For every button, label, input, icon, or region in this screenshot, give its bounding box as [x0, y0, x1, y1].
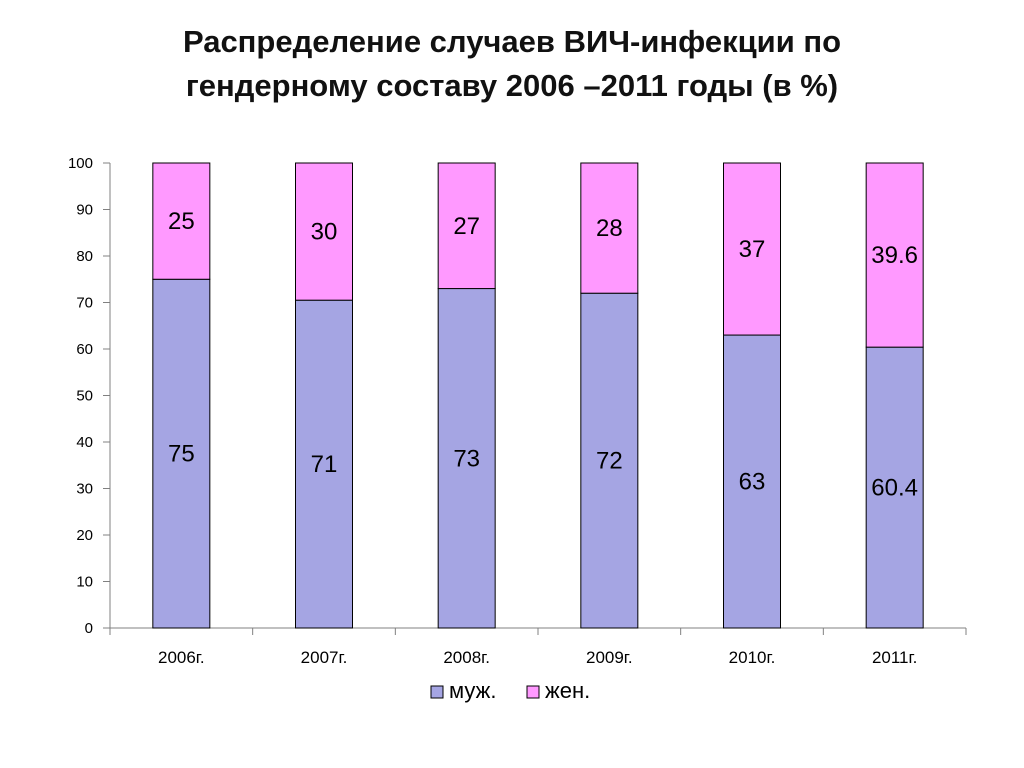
x-tick-label: 2009г.: [586, 648, 633, 667]
data-label-male: 71: [311, 451, 338, 478]
data-label-female: 28: [596, 215, 623, 242]
bar-segment-female: [723, 162, 781, 336]
data-label-male: 60.4: [871, 475, 918, 502]
data-label-female: 30: [311, 219, 338, 246]
y-tick-label: 100: [68, 155, 93, 172]
bar-segment-female: [295, 162, 353, 301]
legend-swatch-female: [526, 685, 540, 699]
y-tick-label: 10: [76, 574, 93, 591]
x-tick-label: 2007г.: [301, 648, 348, 667]
y-axis: 0 10 20 30 40 50 60 70 80 90 100: [68, 155, 111, 637]
data-label-female: 25: [168, 208, 195, 235]
y-tick-label: 80: [76, 248, 93, 265]
data-label-female: 37: [739, 236, 766, 263]
x-axis: 2006г. 2007г. 2008г. 2009г. 2010г. 2011г.: [109, 627, 967, 667]
bar-segment-male: [295, 299, 353, 629]
y-tick-label: 50: [76, 388, 93, 405]
bar-segment-male: [437, 288, 496, 629]
chart-title: Распределение случаев ВИЧ-инфекции по ге…: [0, 20, 1024, 108]
data-label-male: 75: [168, 441, 195, 468]
bar-segment-male: [152, 278, 211, 629]
data-label-female: 27: [453, 213, 480, 240]
bars: 75 25 71 30 73 27 72 28 63 37 60.4 39.6: [152, 162, 924, 629]
y-tick-label: 0: [85, 620, 93, 637]
x-tick-label: 2008г.: [443, 648, 490, 667]
y-tick-label: 70: [76, 295, 93, 312]
legend-swatch-male: [430, 685, 444, 699]
bar-segment-female: [437, 162, 496, 290]
y-tick-label: 90: [76, 202, 93, 219]
legend-label-female: жен.: [545, 678, 590, 703]
y-tick-label: 60: [76, 341, 93, 358]
bar-segment-male: [865, 346, 924, 629]
chart-title-line-1: Распределение случаев ВИЧ-инфекции по: [182, 24, 842, 59]
y-tick-label: 20: [76, 527, 93, 544]
chart-title-line-2: гендерному составу 2006 –2011 годы (в %): [185, 68, 839, 103]
data-label-male: 63: [739, 469, 766, 496]
x-tick-label: 2006г.: [158, 648, 205, 667]
data-label-female: 39.6: [871, 242, 918, 269]
data-label-male: 73: [453, 445, 480, 472]
legend-label-male: муж.: [449, 678, 496, 703]
bar-segment-male: [723, 334, 781, 629]
bar-segment-female: [152, 162, 211, 280]
x-tick-label: 2010г.: [729, 648, 776, 667]
bar-segment-female: [580, 162, 639, 294]
y-tick-label: 30: [76, 481, 93, 498]
bar-segment-male: [580, 292, 639, 629]
y-tick-label: 40: [76, 434, 93, 451]
bar-segment-female: [865, 162, 924, 348]
x-tick-label: 2011г.: [872, 648, 917, 667]
data-label-male: 72: [596, 448, 623, 475]
legend: муж. жен.: [430, 678, 590, 703]
